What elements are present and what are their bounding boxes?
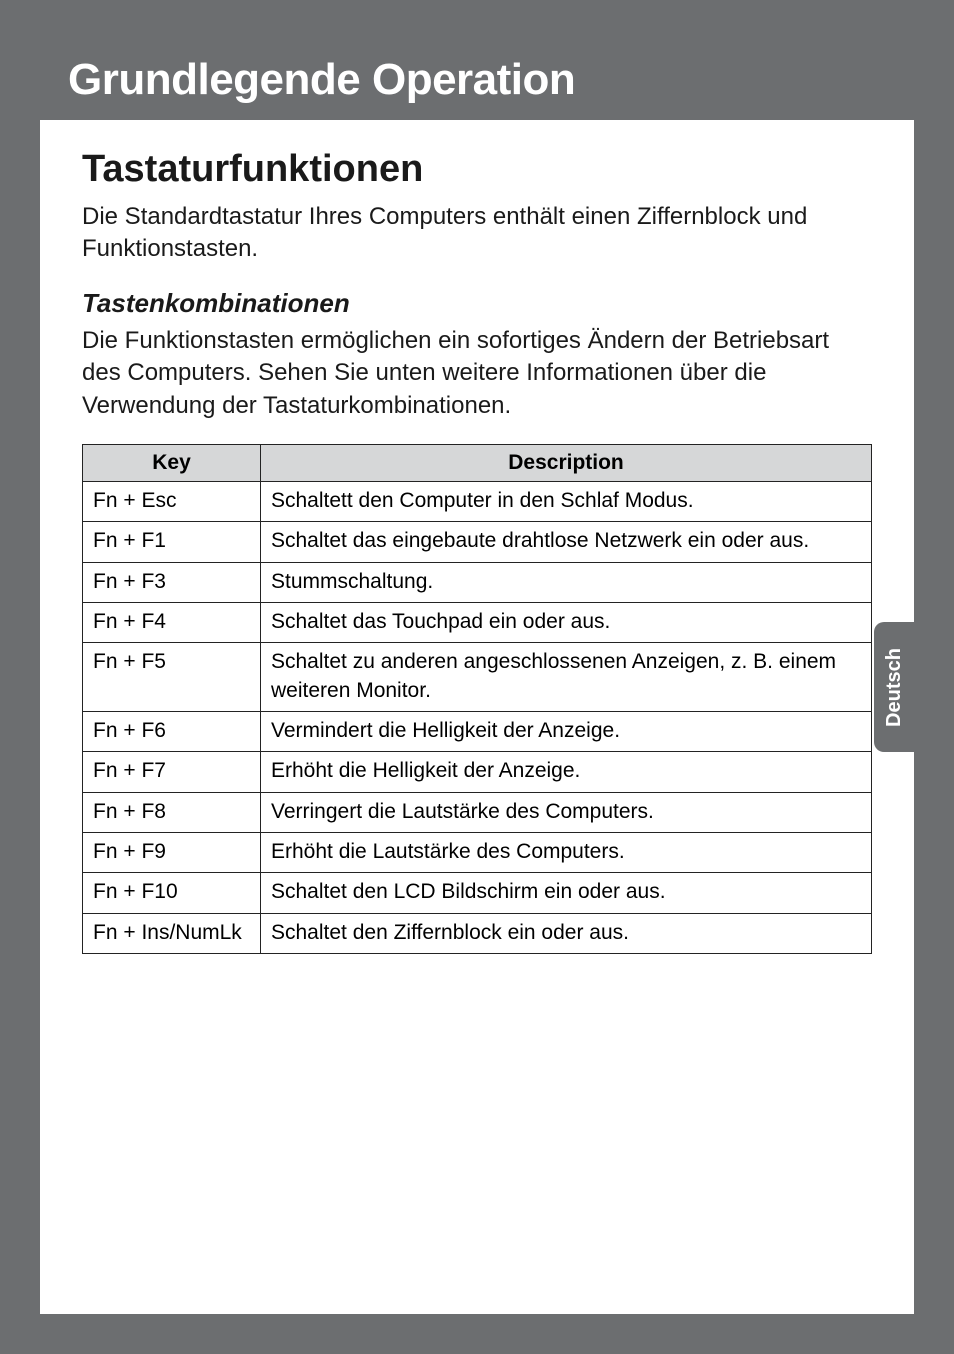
cell-desc: Schaltet das Touchpad ein oder aus. — [261, 602, 872, 642]
cell-key: Fn + F7 — [83, 752, 261, 792]
table-row: Fn + F8 Verringert die Lautstärke des Co… — [83, 792, 872, 832]
section-subintro: Die Funktionstasten ermöglichen ein sofo… — [82, 325, 872, 422]
language-tab-label: Deutsch — [883, 648, 906, 727]
table-row: Fn + Esc Schaltett den Computer in den S… — [83, 481, 872, 521]
banner: Grundlegende Operation — [40, 40, 914, 124]
cell-desc: Schaltet den Ziffernblock ein oder aus. — [261, 913, 872, 953]
cell-desc: Stummschaltung. — [261, 562, 872, 602]
cell-desc: Erhöht die Lautstärke des Computers. — [261, 833, 872, 873]
cell-key: Fn + F10 — [83, 873, 261, 913]
banner-title: Grundlegende Operation — [68, 55, 575, 105]
cell-key: Fn + F1 — [83, 522, 261, 562]
th-desc: Description — [261, 444, 872, 481]
section-subheading: Tastenkombinationen — [82, 288, 872, 319]
cell-desc: Erhöht die Helligkeit der Anzeige. — [261, 752, 872, 792]
table-row: Fn + F1 Schaltet das eingebaute drahtlos… — [83, 522, 872, 562]
table-row: Fn + F5 Schaltet zu anderen angeschlosse… — [83, 643, 872, 712]
cell-key: Fn + Esc — [83, 481, 261, 521]
th-key: Key — [83, 444, 261, 481]
cell-key: Fn + F6 — [83, 712, 261, 752]
table-body: Fn + Esc Schaltett den Computer in den S… — [83, 481, 872, 953]
cell-key: Fn + Ins/NumLk — [83, 913, 261, 953]
table-header-row: Key Description — [83, 444, 872, 481]
cell-desc: Schaltet den LCD Bildschirm ein oder aus… — [261, 873, 872, 913]
table-row: Fn + F10 Schaltet den LCD Bildschirm ein… — [83, 873, 872, 913]
table-row: Fn + F9 Erhöht die Lautstärke des Comput… — [83, 833, 872, 873]
table-row: Fn + F3 Stummschaltung. — [83, 562, 872, 602]
cell-desc: Schaltett den Computer in den Schlaf Mod… — [261, 481, 872, 521]
cell-key: Fn + F9 — [83, 833, 261, 873]
table-row: Fn + F6 Vermindert die Helligkeit der An… — [83, 712, 872, 752]
document-page: Grundlegende Operation Tastaturfunktione… — [40, 40, 914, 1314]
cell-desc: Vermindert die Helligkeit der Anzeige. — [261, 712, 872, 752]
cell-desc: Schaltet zu anderen angeschlossenen Anze… — [261, 643, 872, 712]
cell-key: Fn + F5 — [83, 643, 261, 712]
cell-desc: Schaltet das eingebaute drahtlose Netzwe… — [261, 522, 872, 562]
section-heading: Tastaturfunktionen — [82, 148, 872, 191]
language-tab: Deutsch — [874, 622, 914, 752]
shortcut-table: Key Description Fn + Esc Schaltett den C… — [82, 444, 872, 954]
cell-key: Fn + F3 — [83, 562, 261, 602]
cell-key: Fn + F8 — [83, 792, 261, 832]
table-row: Fn + Ins/NumLk Schaltet den Ziffernblock… — [83, 913, 872, 953]
section-intro: Die Standardtastatur Ihres Computers ent… — [82, 201, 872, 266]
table-row: Fn + F7 Erhöht die Helligkeit der Anzeig… — [83, 752, 872, 792]
content-area: Tastaturfunktionen Die Standardtastatur … — [40, 124, 914, 954]
table-row: Fn + F4 Schaltet das Touchpad ein oder a… — [83, 602, 872, 642]
cell-key: Fn + F4 — [83, 602, 261, 642]
cell-desc: Verringert die Lautstärke des Computers. — [261, 792, 872, 832]
